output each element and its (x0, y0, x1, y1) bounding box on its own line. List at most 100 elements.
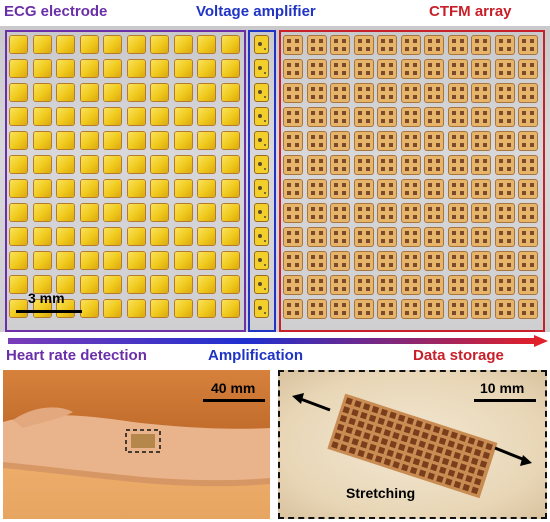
stretched-device-cell (467, 437, 476, 445)
stretched-device-cell (383, 458, 392, 466)
ctfm-cell (284, 300, 302, 318)
ctfm-cell (354, 300, 373, 318)
voltage-amplifier-column (252, 34, 272, 324)
stretched-device-cell (394, 423, 403, 431)
stretched-device-cell (447, 440, 456, 448)
ctfm-cell (448, 228, 467, 246)
stretched-device-cell (438, 437, 447, 445)
stretched-device-cell (459, 434, 467, 442)
ecg-electrode-pad (33, 204, 51, 221)
ecg-electrode-pad (104, 180, 121, 197)
ecg-electrode-pad (151, 252, 168, 269)
stretched-device-cell (476, 440, 485, 448)
stretched-device-cell (345, 397, 353, 405)
ctfm-cell (331, 180, 349, 198)
ctfm-cell (378, 252, 396, 270)
stretched-device-cell (357, 420, 365, 429)
ecg-electrode-pad (80, 60, 98, 77)
ecg-electrode-pad (33, 84, 51, 101)
stretched-device-cell (397, 414, 406, 422)
data-storage-label: Data storage (413, 347, 504, 364)
ecg-electrode-pad (151, 204, 168, 221)
stretched-device-cell (438, 466, 447, 475)
ctfm-cell (401, 300, 420, 318)
ctfm-cell (401, 204, 420, 222)
ecg-electrode-pad (33, 228, 51, 245)
ctfm-cell (378, 156, 396, 174)
stretched-device-cell (392, 461, 400, 469)
ecg-electrode-pad (127, 300, 145, 317)
ctfm-cell (519, 300, 537, 318)
stretched-device-cell (421, 431, 429, 440)
amplifier-unit (255, 60, 268, 77)
ctfm-array-grid (282, 34, 542, 324)
ctfm-cell (495, 300, 514, 318)
scale-label-arm: 40 mm (211, 380, 256, 396)
stretched-device-cell (468, 466, 476, 474)
ctfm-cell (472, 132, 490, 150)
ecg-electrode-pad (80, 276, 98, 293)
ctfm-cell (307, 132, 326, 150)
stretched-device-cell (345, 426, 354, 435)
ctfm-cell (378, 180, 396, 198)
ctfm-cell (472, 252, 490, 270)
ecg-electrode-pad (80, 108, 98, 125)
ctfm-cell (495, 204, 514, 222)
stretched-device-cell (336, 423, 345, 432)
ctfm-array-title: CTFM array (429, 3, 512, 20)
stretched-device-cell (435, 446, 444, 454)
ctfm-cell (307, 300, 326, 318)
stretched-device-cell (351, 408, 359, 417)
ctfm-cell (448, 84, 467, 102)
amplifier-frame (248, 30, 276, 332)
stretched-device-cell (427, 472, 435, 480)
ecg-electrode-pad (198, 156, 215, 173)
ctfm-cell (401, 276, 420, 294)
ctfm-cell (495, 252, 514, 270)
ecg-electrode-pad (151, 156, 168, 173)
ctfm-cell (519, 84, 537, 102)
ctfm-cell (472, 60, 490, 78)
ecg-electrode-pad (57, 108, 74, 125)
ecg-electrode-pad (198, 300, 215, 317)
ecg-electrode-pad (57, 252, 74, 269)
ctfm-cell (472, 204, 490, 222)
ctfm-cell (284, 204, 302, 222)
stretched-device-cell (377, 417, 386, 426)
ecg-electrode-pad (198, 108, 215, 125)
ecg-electrode-pad (57, 204, 74, 221)
stretched-device-cell (389, 440, 397, 449)
stretched-device-cell (418, 440, 426, 449)
stretched-device-cell (363, 432, 371, 440)
ctfm-cell (354, 132, 373, 150)
ctfm-cell (472, 180, 490, 198)
ecg-electrode-pad (104, 252, 121, 269)
ctfm-cell (354, 276, 373, 294)
ecg-electrode-pad (221, 156, 239, 173)
ecg-electrode-pad (221, 300, 239, 317)
ecg-electrode-pad (104, 204, 121, 221)
ctfm-cell (307, 204, 326, 222)
ecg-electrode-pad (10, 132, 27, 149)
stretched-device-cell (359, 411, 368, 420)
amplifier-unit (255, 300, 268, 317)
ctfm-cell (331, 36, 349, 54)
ecg-electrode-pad (151, 36, 168, 53)
ecg-electrode-pad (57, 132, 74, 149)
scale-label-stretch: 10 mm (480, 380, 525, 396)
stretched-device-cell (479, 460, 488, 468)
stretched-device-cell (415, 420, 423, 428)
stretched-device-cell (444, 448, 453, 457)
ecg-electrode-pad (174, 204, 192, 221)
ctfm-cell (354, 60, 373, 78)
ecg-electrode-pad (151, 60, 168, 77)
stretched-device-cell (348, 446, 357, 455)
ctfm-cell (425, 204, 443, 222)
ecg-electrode-pad (57, 276, 74, 293)
amplification-label: Amplification (208, 347, 304, 364)
stretched-device-cell (412, 457, 421, 466)
ctfm-cell (331, 60, 349, 78)
ecg-electrode-pad (104, 84, 121, 101)
ctfm-cell (401, 180, 420, 198)
ctfm-cell (519, 252, 537, 270)
